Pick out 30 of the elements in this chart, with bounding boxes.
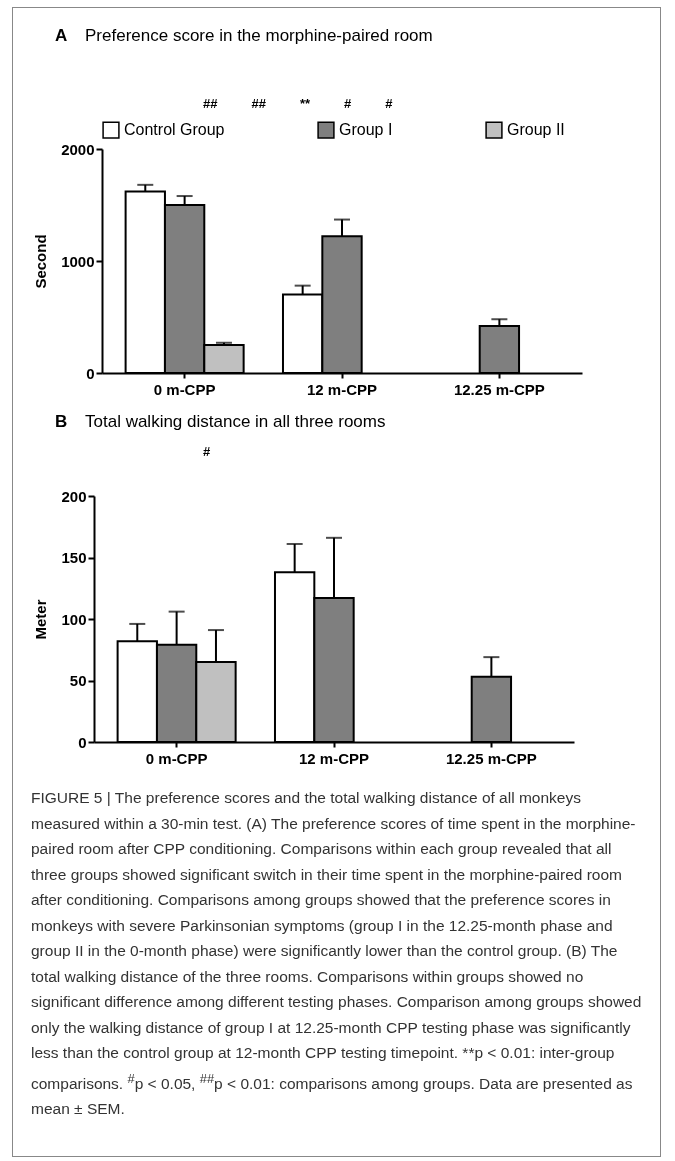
y-axis-title: Second: [32, 234, 50, 289]
y-axis-title: Meter: [32, 599, 50, 640]
y-tick-label: 0: [86, 364, 95, 382]
chart-title: Total walking distance in all three rooms: [85, 412, 386, 432]
text: B: [55, 412, 69, 432]
x-tick-label: 12 m-CPP: [306, 380, 378, 398]
text: **: [299, 96, 311, 111]
legend-label: Control Group: [124, 121, 225, 139]
y-tick-label: 50: [69, 672, 87, 689]
y-tick-label: 1000: [61, 252, 95, 270]
y-tick-label: 0: [78, 733, 87, 751]
y-tick-label: 100: [61, 610, 87, 628]
x-tick-label: 12 m-CPP: [298, 749, 370, 767]
text: A: [55, 26, 69, 46]
text: #: [344, 96, 352, 111]
text: #: [385, 96, 393, 111]
x-tick-label: 0 m-CPP: [153, 380, 216, 398]
y-tick-label: 2000: [61, 140, 95, 158]
legend-label: Group I: [339, 121, 393, 139]
text: ##: [251, 96, 266, 111]
y-tick-label: 200: [61, 487, 87, 505]
legend-label: Group II: [507, 121, 565, 139]
y-tick-label: 150: [61, 549, 87, 566]
x-tick-label: 12.25 m-CPP: [445, 749, 537, 767]
chart-title: Preference score in the morphine-paired room: [85, 26, 433, 46]
text: ##: [203, 96, 218, 111]
text: #: [203, 444, 211, 459]
x-tick-label: 12.25 m-CPP: [453, 380, 545, 398]
x-tick-label: 0 m-CPP: [145, 749, 208, 767]
text: FIGURE 5 | The preference scores and the total walking distance of all monkeys measured within a 30-min test. (A) The preference scores of time spent in the morphine-paired room after CPP conditioning. Comparisons within each group revealed that all three groups showed significant switch in their time spent in the morphine-paired room after conditioning. Comparisons among groups showed that the preference scores in monkeys with severe Parkinsonian symptoms (group I in the 12.25-month phase and group II in the 0-month phase) were significantly lower than the control group. (B) The total walking distance of the three rooms. Comparisons within groups showed no significant difference among different testing phases. Comparison among groups showed only the walking distance of group I at 12.25-month CPP testing phase was significantly less than the control group at 12-month CPP testing timepoint. **p < 0.01: inter-group comparisons. $^{#}$p < 0.05, $^{##}$p < 0.01: comparisons among groups. Data are presented as mean ± SEM.: [31, 789, 642, 1118]
